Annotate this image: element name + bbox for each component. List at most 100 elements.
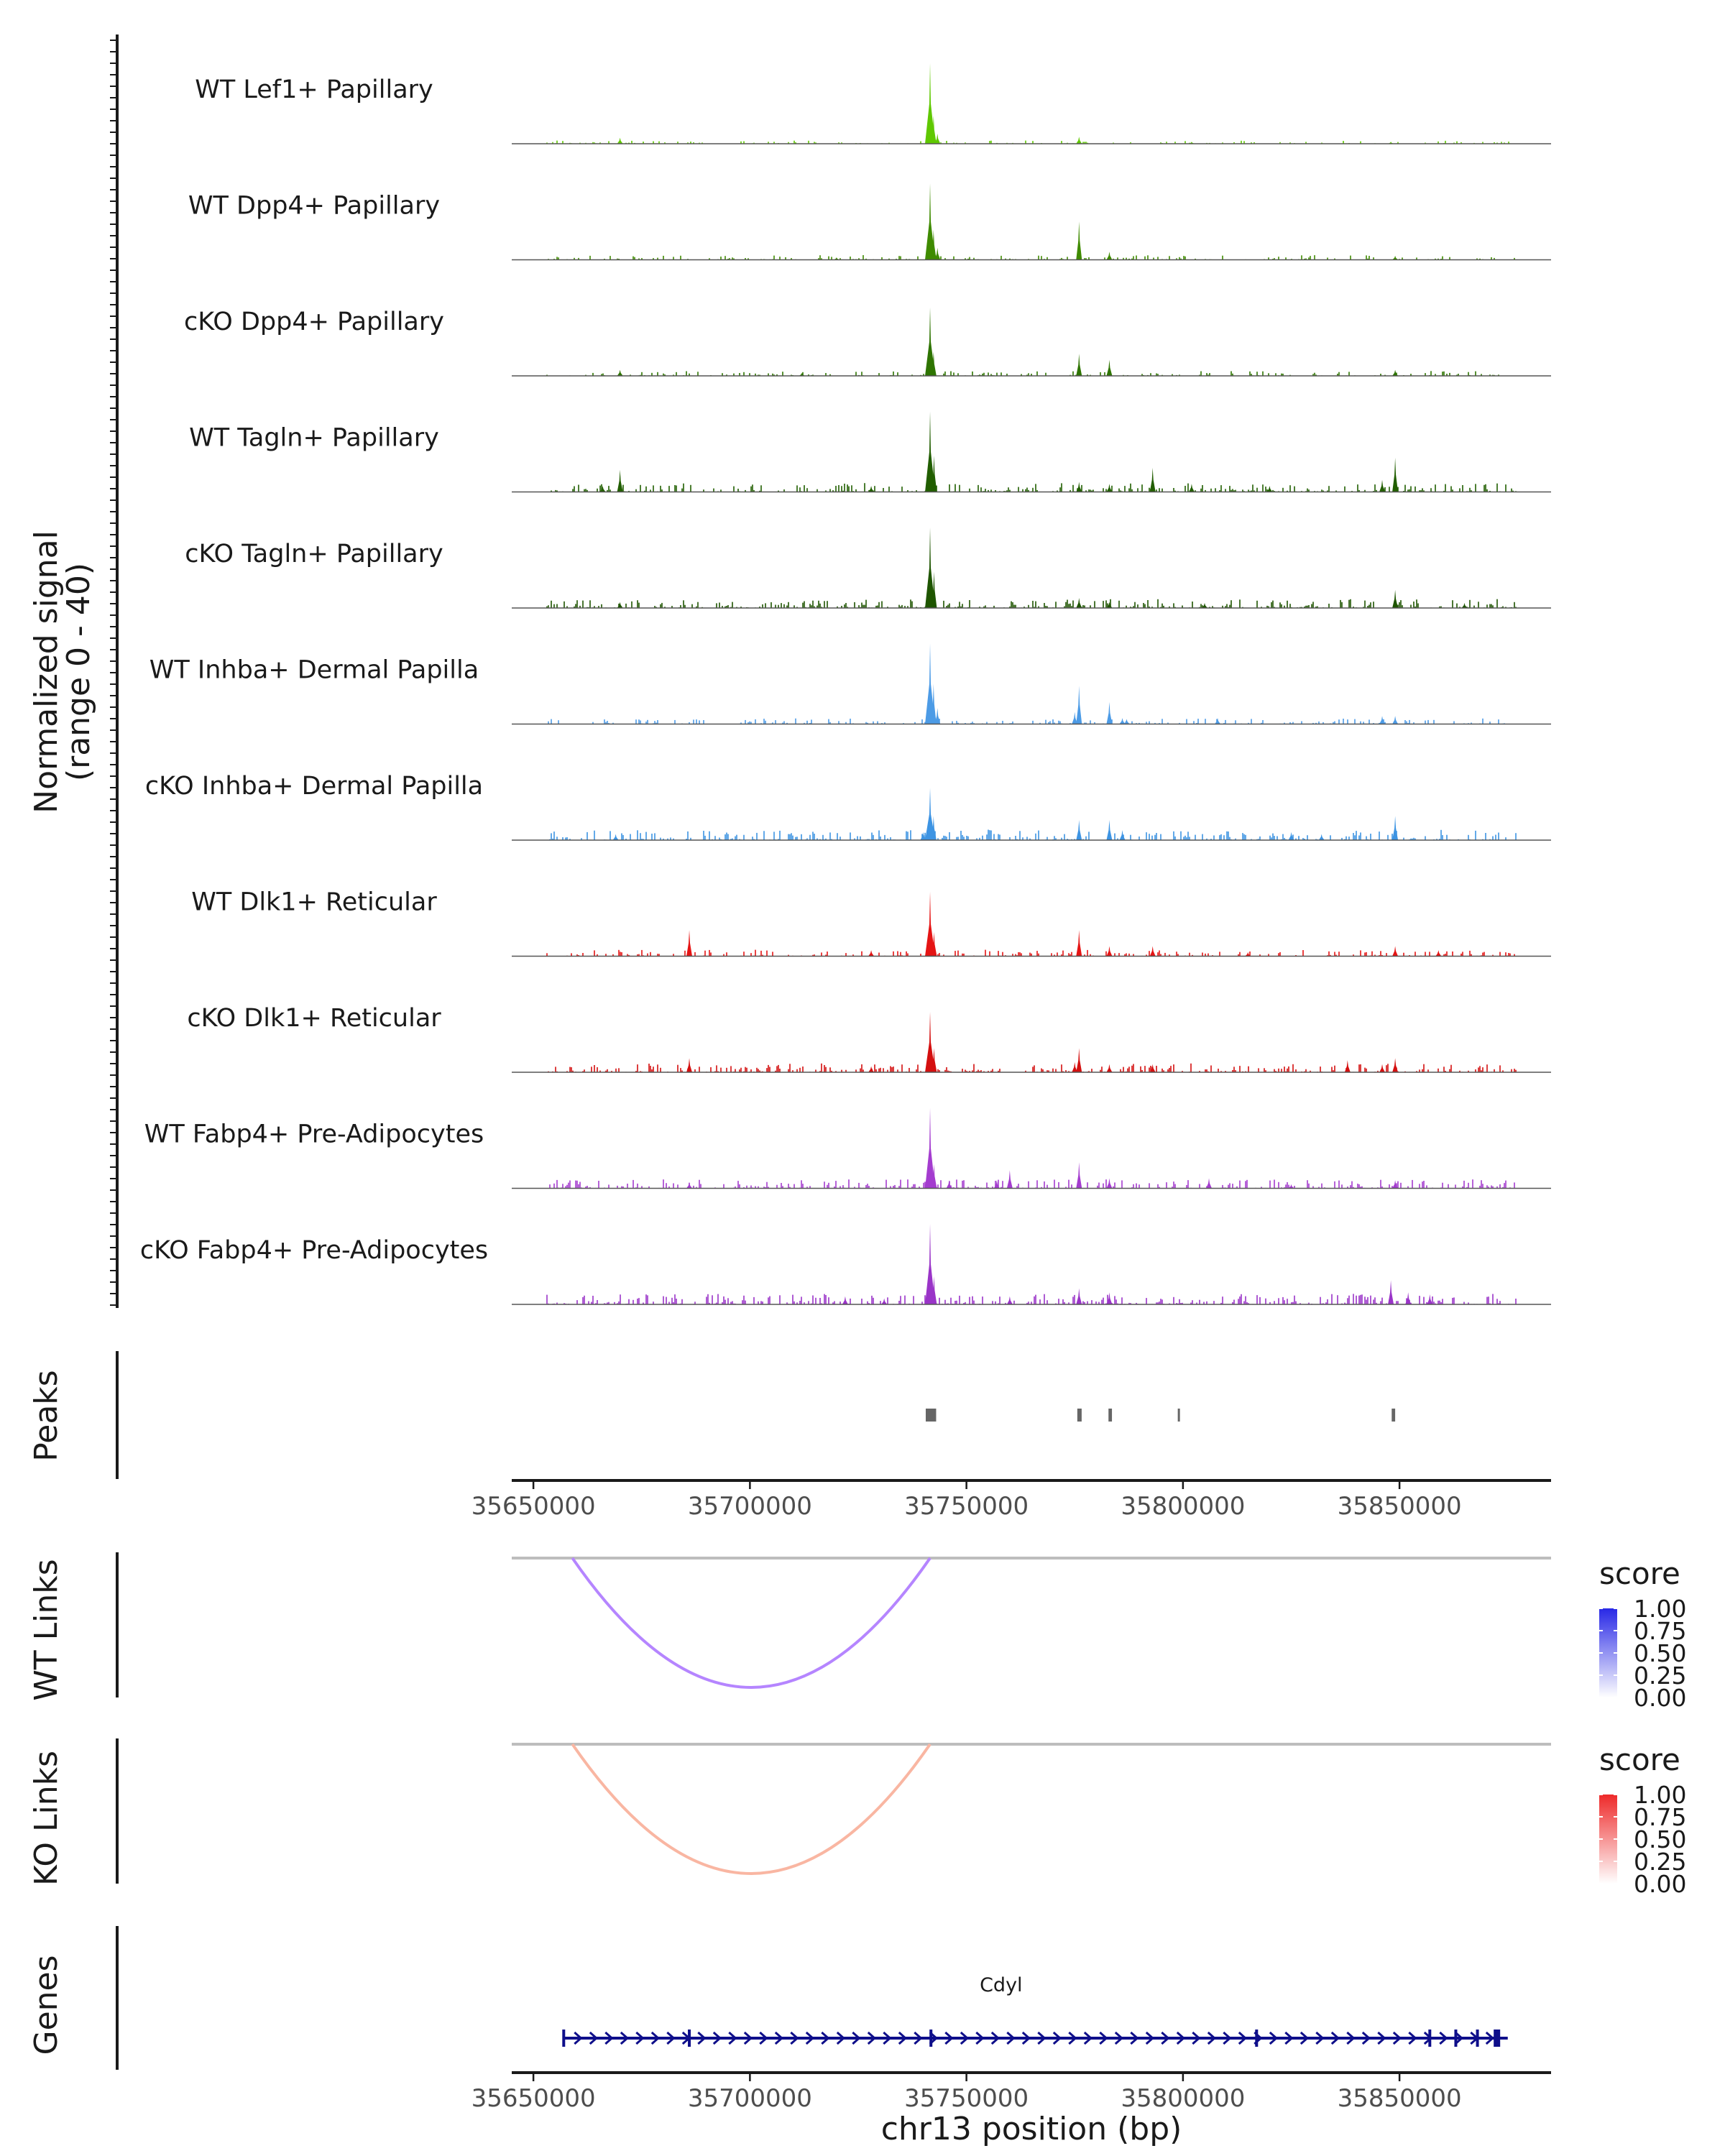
coverage-noise-bar	[712, 1295, 713, 1304]
coverage-noise-bar	[1082, 605, 1084, 608]
coverage-noise-bar	[1097, 1185, 1098, 1189]
coverage-noise-bar	[1489, 374, 1491, 376]
coverage-noise-bar	[671, 606, 673, 608]
coverage-noise-bar	[553, 604, 555, 608]
coverage-noise-bar	[1028, 604, 1029, 608]
coverage-y-label: Normalized signal	[28, 530, 65, 814]
link-arc	[571, 1557, 932, 1689]
coverage-noise-bar	[1184, 835, 1186, 840]
coverage-peak	[930, 816, 937, 840]
coverage-noise-bar	[1268, 954, 1269, 957]
coverage-noise-bar	[1278, 953, 1279, 957]
coverage-noise-bar	[1225, 719, 1226, 724]
coverage-noise-bar	[963, 953, 965, 957]
coverage-noise-bar	[1466, 607, 1468, 608]
coverage-noise-bar	[568, 1182, 569, 1189]
coverage-noise-bar	[1246, 1302, 1248, 1304]
coverage-noise-bar	[992, 1069, 993, 1072]
coverage-noise-bar	[1209, 373, 1210, 376]
coverage-noise-bar	[914, 1184, 916, 1189]
coverage-noise-bar	[1167, 1069, 1169, 1072]
x-axis-tick-label: 35800000	[1121, 1492, 1245, 1521]
coverage-noise-bar	[556, 1179, 558, 1189]
coverage-noise-bar	[972, 722, 973, 724]
coverage-noise-bar	[815, 142, 816, 144]
coverage-noise-bar	[1107, 1294, 1108, 1304]
coverage-noise-bar	[943, 954, 944, 957]
coverage-noise-bar	[1435, 374, 1436, 376]
coverage-noise-bar	[727, 834, 729, 840]
coverage-noise-bar	[1422, 488, 1423, 492]
coverage-noise-bar	[1061, 141, 1062, 144]
coverage-noise-bar	[1157, 374, 1159, 376]
coverage-noise-bar	[1235, 1070, 1236, 1072]
coverage-noise-bar	[1308, 489, 1310, 492]
coverage-noise-bar	[965, 1069, 966, 1072]
coverage-noise-bar	[1059, 487, 1061, 492]
coverage-noise-bar	[1361, 1294, 1363, 1304]
legend-tick-label: 0.25	[1634, 1848, 1686, 1876]
coverage-noise-bar	[730, 1302, 732, 1304]
legend-tick-label: 0.75	[1634, 1803, 1686, 1831]
coverage-noise-bar	[1084, 142, 1085, 144]
coverage-noise-bar	[1443, 490, 1445, 492]
coverage-noise-bar	[967, 258, 969, 260]
coverage-noise-bar	[1085, 142, 1087, 144]
coverage-noise-bar	[1491, 604, 1492, 608]
coverage-noise-bar	[1407, 489, 1409, 492]
coverage-noise-bar	[795, 142, 796, 144]
coverage-noise-bar	[821, 1303, 822, 1304]
coverage-noise-bar	[1368, 719, 1370, 724]
coverage-noise-bar	[786, 722, 788, 724]
coverage-noise-bar	[732, 1301, 733, 1304]
coverage-noise-bar	[1276, 836, 1278, 840]
coverage-noise-bar	[972, 1296, 973, 1304]
coverage-noise-bar	[1245, 1181, 1246, 1189]
coverage-noise-bar	[1067, 599, 1068, 608]
coverage-noise-bar	[788, 1184, 789, 1189]
coverage-noise-bar	[1239, 952, 1241, 957]
coverage-noise-bar	[650, 1066, 651, 1072]
legend-tick-label: 0.50	[1634, 1639, 1686, 1667]
coverage-noise-bar	[906, 831, 907, 840]
coverage-noise-bar	[1291, 1302, 1292, 1304]
coverage-noise-bar	[689, 373, 690, 376]
coverage-peak	[1318, 834, 1325, 840]
coverage-noise-bar	[1256, 600, 1258, 608]
coverage-noise-bar	[1308, 257, 1310, 260]
coverage-noise-bar	[732, 602, 733, 608]
coverage-noise-bar	[630, 374, 631, 376]
coverage-noise-bar	[572, 489, 574, 492]
coverage-noise-bar	[571, 1067, 572, 1072]
x-axis-tick-label: 35850000	[1338, 1492, 1462, 1521]
coverage-noise-bar	[1287, 600, 1288, 608]
coverage-noise-bar	[1274, 1301, 1275, 1304]
coverage-noise-bar	[1222, 255, 1223, 260]
coverage-track: WT Dlk1+ Reticular	[191, 888, 1551, 957]
coverage-noise-bar	[1036, 1180, 1038, 1189]
coverage-noise-bar	[730, 839, 732, 840]
coverage-noise-bar	[1068, 1179, 1070, 1189]
coverage-noise-bar	[1328, 604, 1330, 608]
coverage-noise-bar	[651, 372, 653, 376]
coverage-noise-bar	[776, 374, 778, 376]
coverage-noise-bar	[1436, 839, 1438, 840]
gene-exon	[1255, 2030, 1259, 2047]
coverage-noise-bar	[1379, 722, 1380, 724]
coverage-noise-bar	[1160, 1299, 1162, 1304]
coverage-noise-bar	[1035, 833, 1036, 840]
coverage-noise-bar	[1289, 722, 1291, 724]
coverage-noise-bar	[1366, 952, 1367, 957]
coverage-noise-bar	[1054, 954, 1055, 957]
coverage-noise-bar	[1036, 951, 1038, 957]
coverage-peak	[925, 411, 936, 492]
coverage-noise-bar	[1488, 1187, 1489, 1189]
coverage-peak	[1123, 719, 1130, 724]
coverage-noise-bar	[1149, 487, 1150, 492]
coverage-noise-bar	[802, 372, 804, 376]
coverage-peak	[1076, 482, 1082, 492]
coverage-noise-bar	[1128, 953, 1130, 957]
coverage-noise-bar	[1287, 1182, 1288, 1189]
coverage-peak	[1392, 1058, 1399, 1072]
coverage-noise-bar	[1481, 1180, 1482, 1189]
